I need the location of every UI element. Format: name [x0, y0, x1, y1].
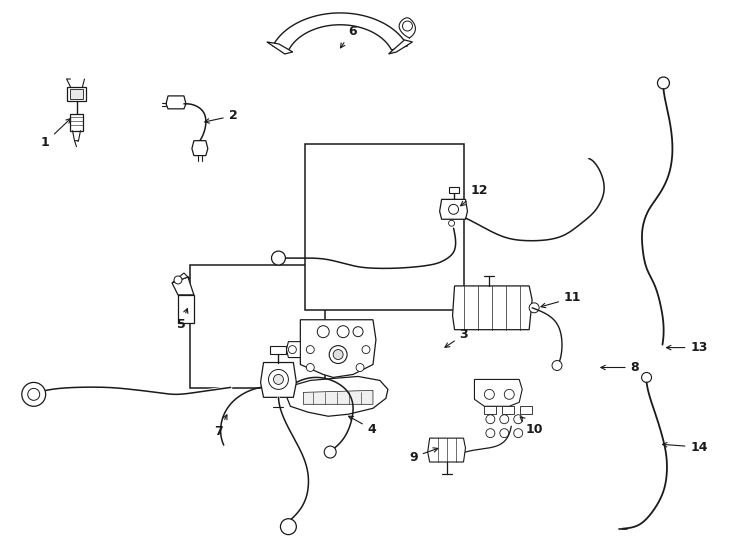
Text: 14: 14: [663, 441, 708, 454]
Bar: [271, 346, 286, 354]
Circle shape: [333, 349, 343, 360]
Circle shape: [306, 363, 314, 372]
Bar: [520, 406, 532, 414]
Bar: [70, 89, 84, 99]
Circle shape: [28, 388, 40, 400]
Circle shape: [288, 346, 297, 354]
Text: 1: 1: [41, 119, 70, 149]
Circle shape: [362, 346, 370, 354]
Polygon shape: [67, 87, 87, 101]
Circle shape: [504, 389, 515, 400]
Text: 11: 11: [541, 292, 581, 308]
Polygon shape: [286, 376, 388, 416]
Circle shape: [486, 429, 495, 437]
Circle shape: [486, 415, 495, 424]
Polygon shape: [261, 362, 297, 397]
Polygon shape: [273, 13, 407, 50]
Polygon shape: [178, 295, 194, 323]
Polygon shape: [453, 286, 532, 330]
Bar: [448, 187, 459, 193]
Circle shape: [448, 204, 459, 214]
Circle shape: [317, 326, 329, 338]
Circle shape: [514, 429, 523, 437]
Circle shape: [269, 369, 288, 389]
Circle shape: [514, 415, 523, 424]
Text: 10: 10: [520, 417, 543, 436]
Circle shape: [306, 346, 314, 354]
Circle shape: [448, 220, 454, 226]
Polygon shape: [192, 140, 208, 156]
Polygon shape: [70, 114, 84, 131]
Circle shape: [552, 361, 562, 370]
Circle shape: [402, 21, 413, 31]
Text: 9: 9: [409, 448, 437, 463]
Polygon shape: [428, 438, 465, 462]
Circle shape: [324, 446, 336, 458]
Text: 13: 13: [666, 341, 708, 354]
Text: 5: 5: [177, 308, 188, 331]
Circle shape: [274, 374, 283, 384]
Text: 8: 8: [601, 361, 639, 374]
Bar: [502, 406, 515, 414]
Circle shape: [329, 346, 347, 363]
Circle shape: [658, 77, 669, 89]
Polygon shape: [166, 96, 186, 109]
Polygon shape: [286, 342, 300, 357]
Circle shape: [642, 373, 652, 382]
Text: 7: 7: [214, 415, 227, 437]
Circle shape: [280, 519, 297, 535]
Polygon shape: [440, 199, 468, 219]
Bar: [305, 144, 464, 310]
Circle shape: [337, 326, 349, 338]
Bar: [484, 406, 496, 414]
Circle shape: [272, 251, 286, 265]
Polygon shape: [303, 390, 373, 404]
Circle shape: [356, 363, 364, 372]
Circle shape: [500, 415, 509, 424]
Text: 2: 2: [205, 109, 238, 123]
Polygon shape: [300, 320, 376, 377]
Polygon shape: [474, 380, 522, 406]
Circle shape: [529, 303, 539, 313]
Circle shape: [500, 429, 509, 437]
Circle shape: [174, 276, 182, 284]
Polygon shape: [172, 273, 190, 283]
Text: 12: 12: [461, 184, 488, 206]
Polygon shape: [172, 277, 194, 295]
Circle shape: [484, 389, 494, 400]
Text: 6: 6: [341, 25, 357, 48]
Circle shape: [22, 382, 46, 406]
Circle shape: [353, 327, 363, 336]
Polygon shape: [388, 40, 413, 54]
Text: 4: 4: [349, 416, 377, 436]
Polygon shape: [267, 42, 293, 54]
Bar: [190, 265, 324, 388]
Text: 3: 3: [445, 328, 468, 347]
